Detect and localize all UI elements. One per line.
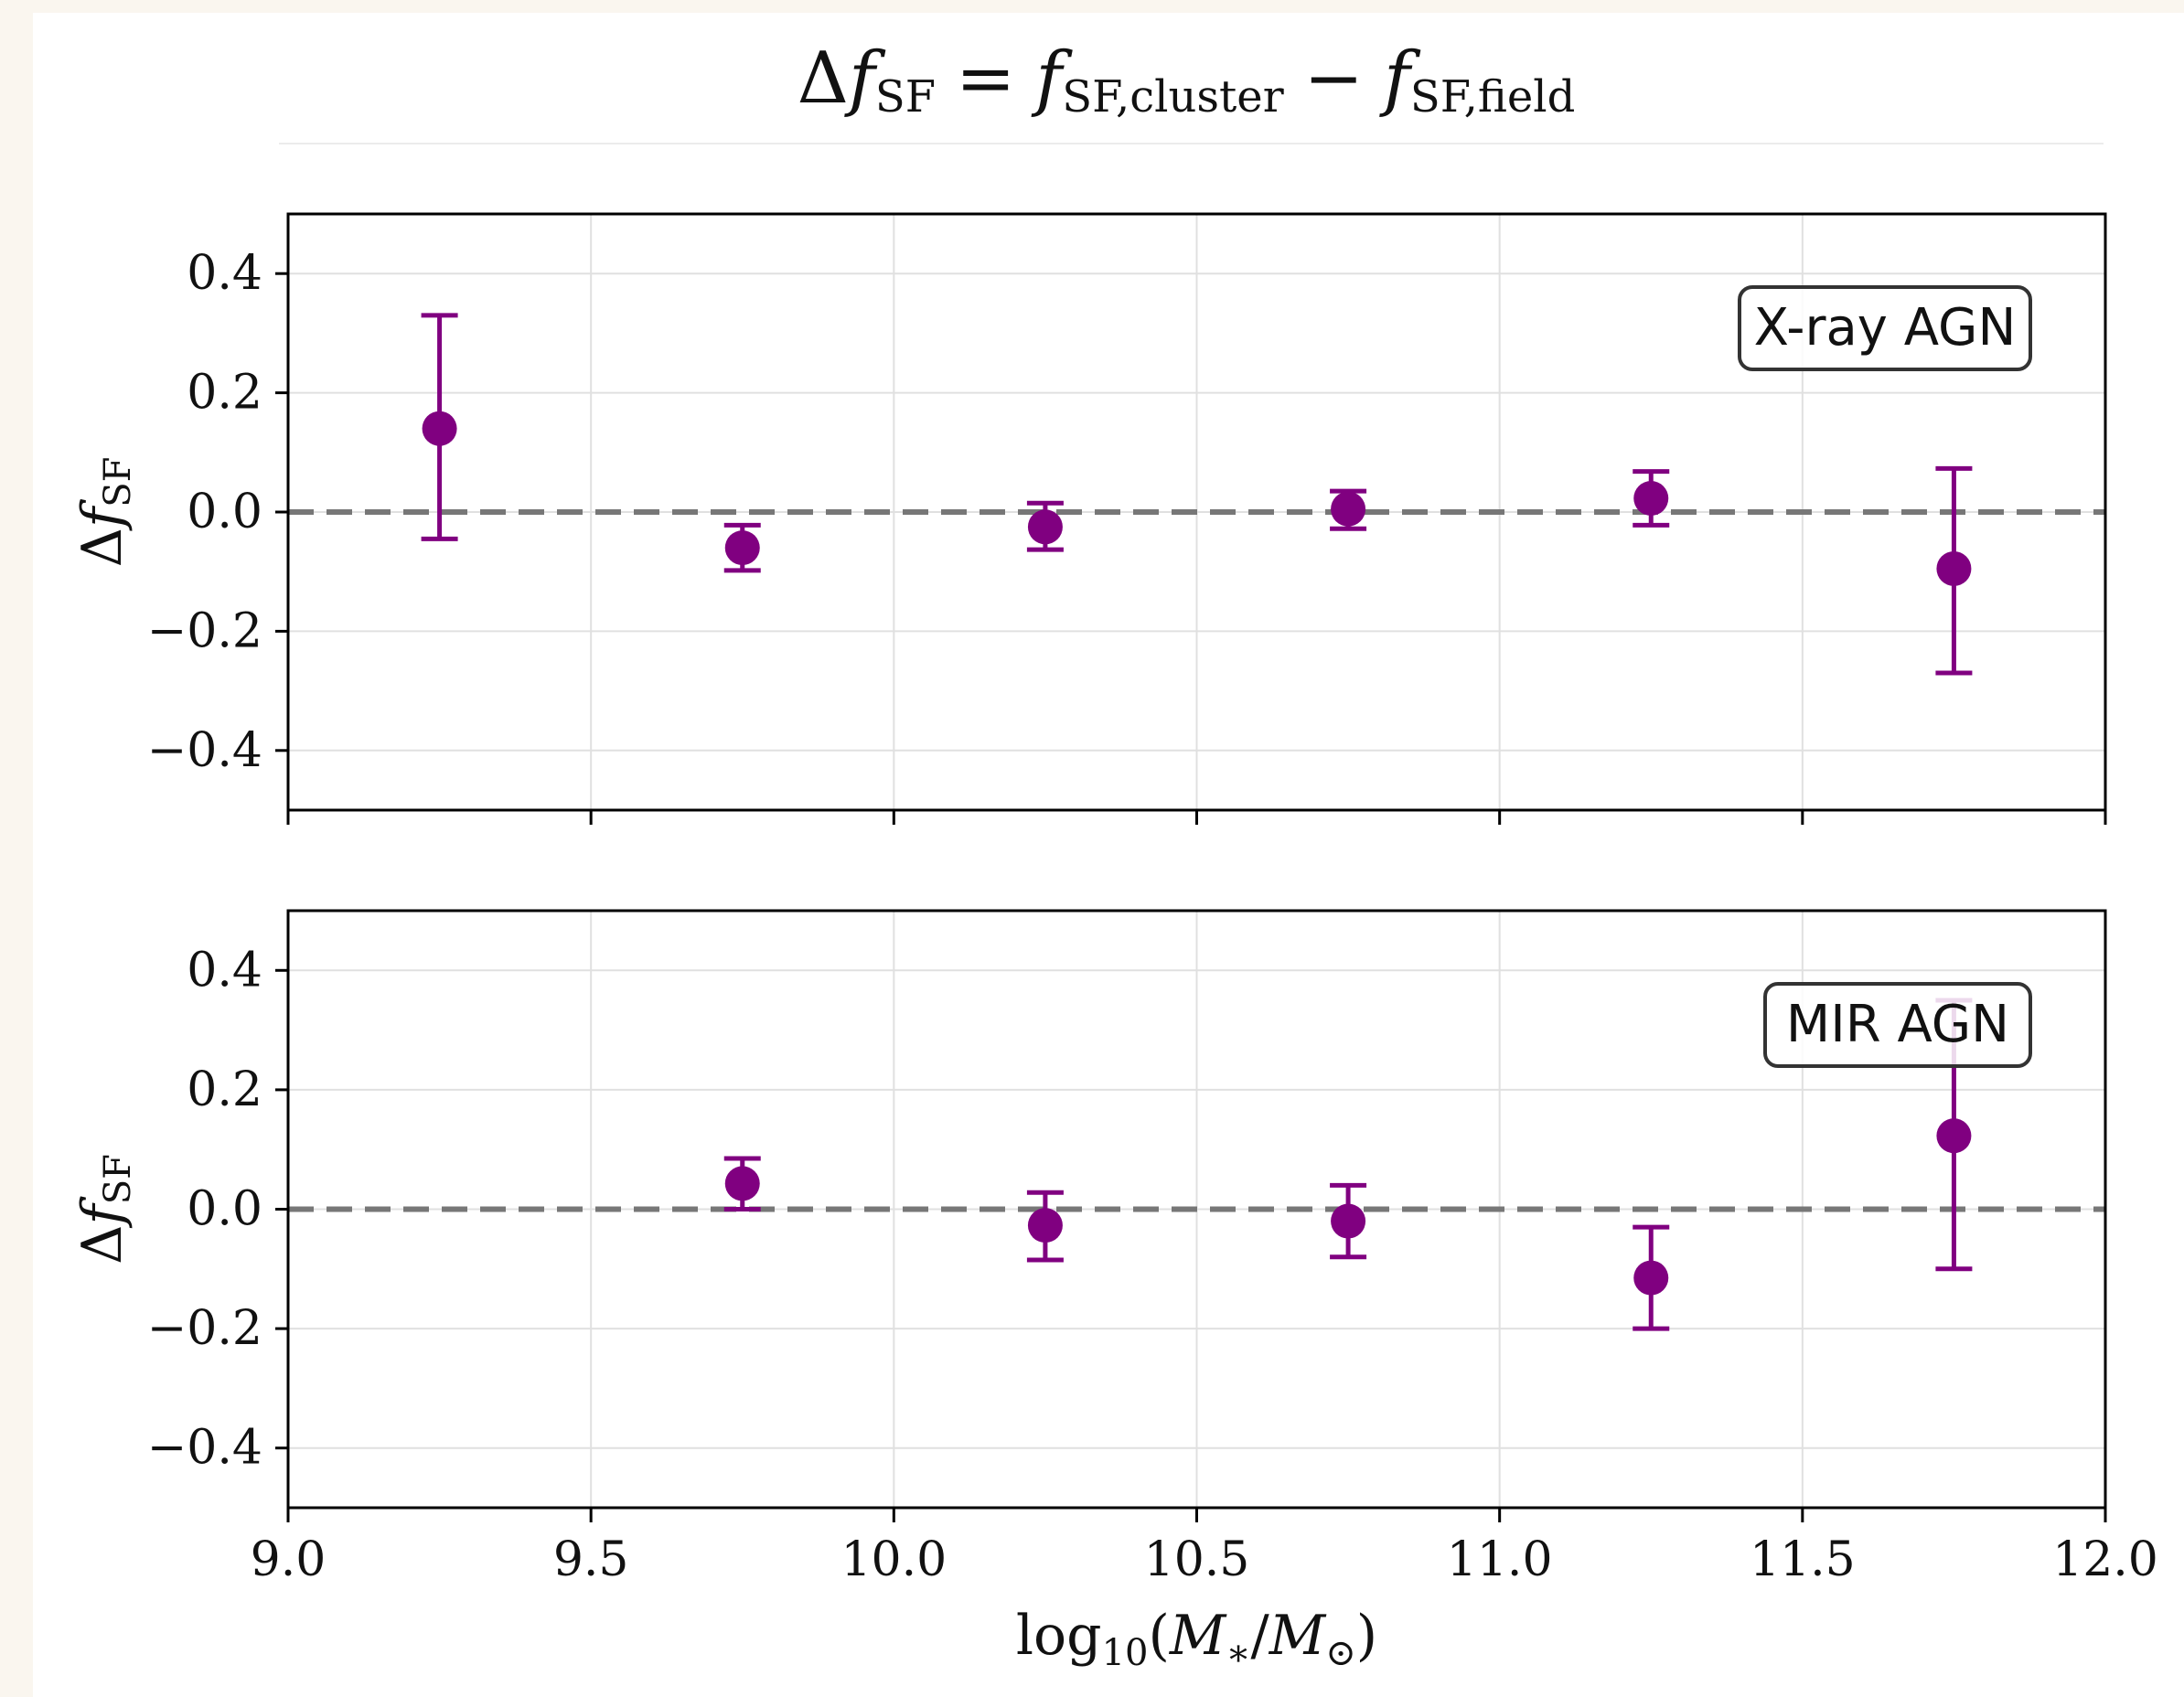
data-point xyxy=(1633,481,1669,517)
title-minus: − xyxy=(1304,37,1364,120)
panel-2: −0.4 −0.2 0.0 0.2 0.4 9.0 9.5 10.0 10.5 11.0 11.5 1… xyxy=(70,909,2158,1674)
y-axis-title: ΔfSF xyxy=(70,1154,139,1265)
panel-label: X-ray AGN xyxy=(1754,298,2017,358)
y-axis-title-sub: SF xyxy=(97,1154,139,1204)
y-axis-title-delta: Δ xyxy=(70,1225,134,1265)
y-tick-label: 0.4 xyxy=(187,246,262,301)
data-point xyxy=(1331,491,1366,527)
title-equals: = xyxy=(956,37,1015,120)
x-tick-label: 12.0 xyxy=(2052,1532,2158,1587)
y-tick-label: 0.2 xyxy=(187,1062,262,1117)
x-tick-label: 10.5 xyxy=(1144,1532,1250,1587)
x-tick-label: 10.0 xyxy=(840,1532,947,1587)
y-tick-label: 0.0 xyxy=(187,485,262,539)
y-tick-label: 0.2 xyxy=(187,366,262,421)
y-tick-label: −0.2 xyxy=(147,603,262,658)
y-axis-title-sub: SF xyxy=(97,457,139,507)
x-axis-title: log10(M∗/M⊙) xyxy=(1016,1604,1377,1674)
panel-label-box xyxy=(1763,982,2032,1068)
y-tick-label: −0.4 xyxy=(147,1421,262,1476)
figure-title: ΔfSF = fSF,cluster − fSF,field xyxy=(798,37,1576,123)
x-axis-title-log-sub: 10 xyxy=(1102,1632,1149,1674)
title-t1-sub: SF,cluster xyxy=(1062,71,1283,123)
data-point xyxy=(1633,1260,1669,1296)
panel-label-box xyxy=(1738,285,2032,371)
x-tick-label: 11.5 xyxy=(1750,1532,1856,1587)
figure-background xyxy=(33,0,2184,1697)
page-margin xyxy=(0,0,2184,13)
y-tick-label: −0.2 xyxy=(147,1301,262,1356)
y-tick-label: 0.0 xyxy=(187,1182,262,1237)
x-axis-title-log: log xyxy=(1016,1604,1102,1668)
data-point xyxy=(1331,1203,1366,1239)
x-axis-title-open: ( xyxy=(1149,1604,1170,1668)
title-lhs-sub: SF xyxy=(875,71,936,123)
data-point xyxy=(724,530,760,566)
x-axis-title-msun: M xyxy=(1269,1604,1327,1668)
y-axis-title-delta: Δ xyxy=(70,528,134,567)
title-t2-sub: SF,field xyxy=(1410,71,1575,123)
data-point xyxy=(1936,1118,1972,1154)
x-axis-title-msun-sub: ⊙ xyxy=(1325,1632,1356,1674)
panels: −0.4 −0.2 0.0 0.2 0.4 ΔfSF X-ray AGN −0.4 −0.2 0.… xyxy=(70,212,2158,1674)
y-tick-label: −0.4 xyxy=(147,723,262,778)
x-axis-title-close: ) xyxy=(1356,1604,1377,1668)
data-point xyxy=(724,1166,760,1201)
x-axis-title-m: M xyxy=(1169,1604,1227,1668)
title-delta: Δ xyxy=(798,37,849,120)
x-axis-title-slash: / xyxy=(1251,1604,1270,1668)
data-point xyxy=(1027,509,1063,545)
y-tick-label: 0.4 xyxy=(187,943,262,998)
data-point xyxy=(1936,550,1972,586)
x-tick-label: 11.0 xyxy=(1447,1532,1553,1587)
x-tick-label: 9.0 xyxy=(251,1532,327,1587)
panel-label: MIR AGN xyxy=(1786,995,2009,1054)
x-axis-title-m-sub: ∗ xyxy=(1226,1632,1250,1674)
data-point xyxy=(422,411,457,446)
x-tick-label: 9.5 xyxy=(553,1532,629,1587)
data-point xyxy=(1027,1208,1063,1243)
